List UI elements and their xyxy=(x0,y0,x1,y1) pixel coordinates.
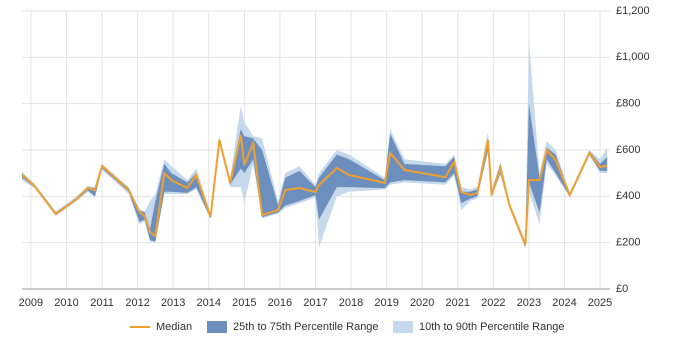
legend-label: 25th to 75th Percentile Range xyxy=(233,321,379,333)
x-tick-label: 2015 xyxy=(232,297,256,309)
percentile-band xyxy=(22,41,608,249)
y-tick-label: £0 xyxy=(616,283,628,295)
x-tick-label: 2009 xyxy=(19,297,43,309)
x-tick-label: 2019 xyxy=(374,297,398,309)
y-tick-label: £400 xyxy=(616,190,640,202)
x-tick-label: 2010 xyxy=(54,297,78,309)
x-tick-label: 2024 xyxy=(552,297,576,309)
y-tick-label: £600 xyxy=(616,144,640,156)
y-tick-label: £1,200 xyxy=(616,5,650,17)
x-tick-label: 2014 xyxy=(197,297,221,309)
x-tick-label: 2011 xyxy=(90,297,114,309)
median-line xyxy=(21,134,608,246)
x-tick-label: 2017 xyxy=(303,297,327,309)
legend-label: 10th to 90th Percentile Range xyxy=(419,321,565,333)
x-tick-label: 2012 xyxy=(125,297,149,309)
x-tick-label: 2022 xyxy=(481,297,505,309)
legend-swatch xyxy=(393,321,413,333)
legend-label: Median xyxy=(156,321,192,333)
x-tick-label: 2016 xyxy=(268,297,292,309)
legend-swatch xyxy=(207,321,227,333)
x-tick-label: 2013 xyxy=(161,297,185,309)
y-tick-label: £800 xyxy=(616,98,640,110)
x-tick-label: 2021 xyxy=(446,297,470,309)
x-tick-label: 2023 xyxy=(517,297,541,309)
x-tick-label: 2018 xyxy=(339,297,363,309)
x-tick-label: 2020 xyxy=(410,297,434,309)
x-tick-label: 2025 xyxy=(588,297,612,309)
y-tick-label: £1,000 xyxy=(616,51,650,63)
y-tick-label: £200 xyxy=(616,237,640,249)
